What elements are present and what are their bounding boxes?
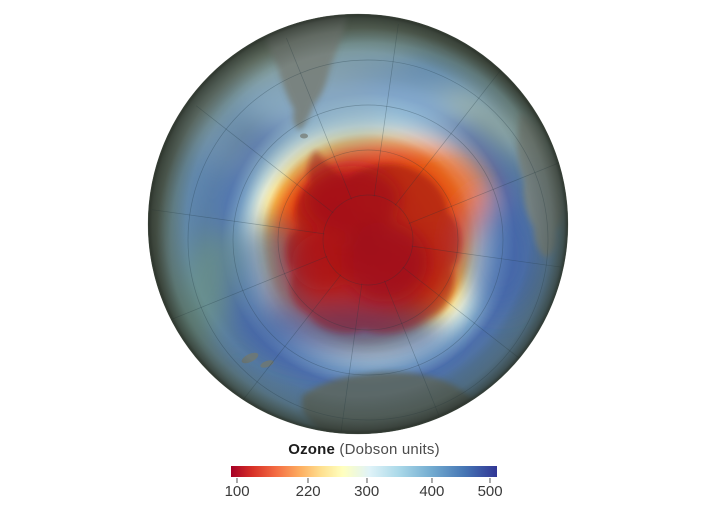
tick-label: 100 — [224, 483, 250, 500]
colorbar-tick: 400 — [419, 477, 444, 500]
tick-mark — [236, 478, 238, 483]
ozone-colorbar — [231, 466, 497, 477]
globe-edge — [147, 13, 569, 435]
colorbar-tick: 100 — [225, 477, 250, 500]
tick-mark — [489, 478, 491, 483]
tick-label: 220 — [295, 483, 321, 500]
legend-title-units: (Dobson units) — [335, 441, 440, 458]
tick-label: 300 — [354, 483, 380, 500]
legend-title-bold: Ozone — [288, 441, 336, 458]
tick-mark — [307, 478, 309, 483]
colorbar-ticks: 100 220 300 400 500 — [225, 477, 503, 503]
tick-mark — [431, 478, 433, 483]
legend-title: Ozone (Dobson units) — [211, 441, 517, 458]
tick-label: 400 — [419, 483, 445, 500]
limb-shading — [148, 14, 568, 434]
tick-label: 500 — [477, 483, 503, 500]
colorbar-tick: 220 — [296, 477, 321, 500]
tick-mark — [366, 478, 368, 483]
colorbar-tick: 300 — [354, 477, 379, 500]
colorbar-tick: 500 — [478, 477, 503, 500]
